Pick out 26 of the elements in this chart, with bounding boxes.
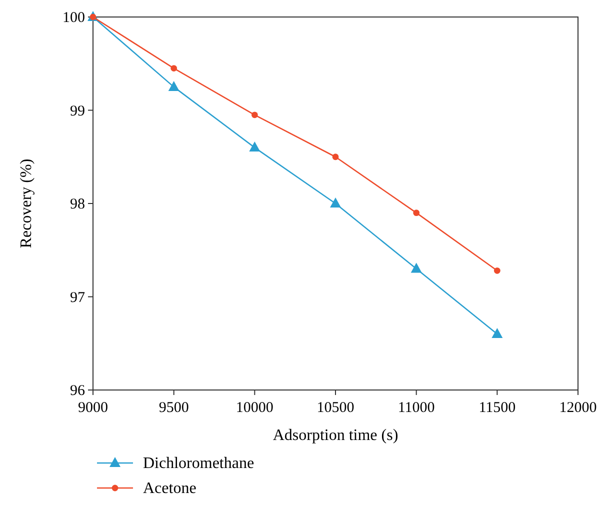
point <box>251 112 258 118</box>
y-tick-label: 100 <box>62 10 85 26</box>
x-tick-label: 11500 <box>478 400 516 416</box>
x-tick-label: 9500 <box>158 400 189 416</box>
y-axis-title: Recovery (%) <box>18 158 35 248</box>
y-tick-label: 98 <box>70 196 85 212</box>
point <box>410 262 422 273</box>
point <box>170 65 178 72</box>
x-tick-label: 10500 <box>316 400 354 416</box>
point <box>332 154 339 160</box>
point <box>494 267 500 274</box>
x-tick-label: 12000 <box>559 400 597 416</box>
point <box>492 328 503 338</box>
x-tick-label: 10000 <box>236 400 274 416</box>
point <box>413 210 420 216</box>
point <box>330 198 341 208</box>
y-tick-label: 96 <box>70 383 86 399</box>
x-tick-label: 11000 <box>398 400 435 416</box>
point <box>168 80 180 91</box>
point <box>249 142 260 152</box>
legend-label: Dichloromethane <box>143 455 254 472</box>
x-tick-label: 9000 <box>78 400 108 416</box>
y-tick-label: 97 <box>70 290 86 306</box>
y-tick-label: 99 <box>70 103 85 120</box>
x-axis-title: Adsorption time (s) <box>272 427 398 444</box>
legend-label: Acetone <box>143 480 196 497</box>
